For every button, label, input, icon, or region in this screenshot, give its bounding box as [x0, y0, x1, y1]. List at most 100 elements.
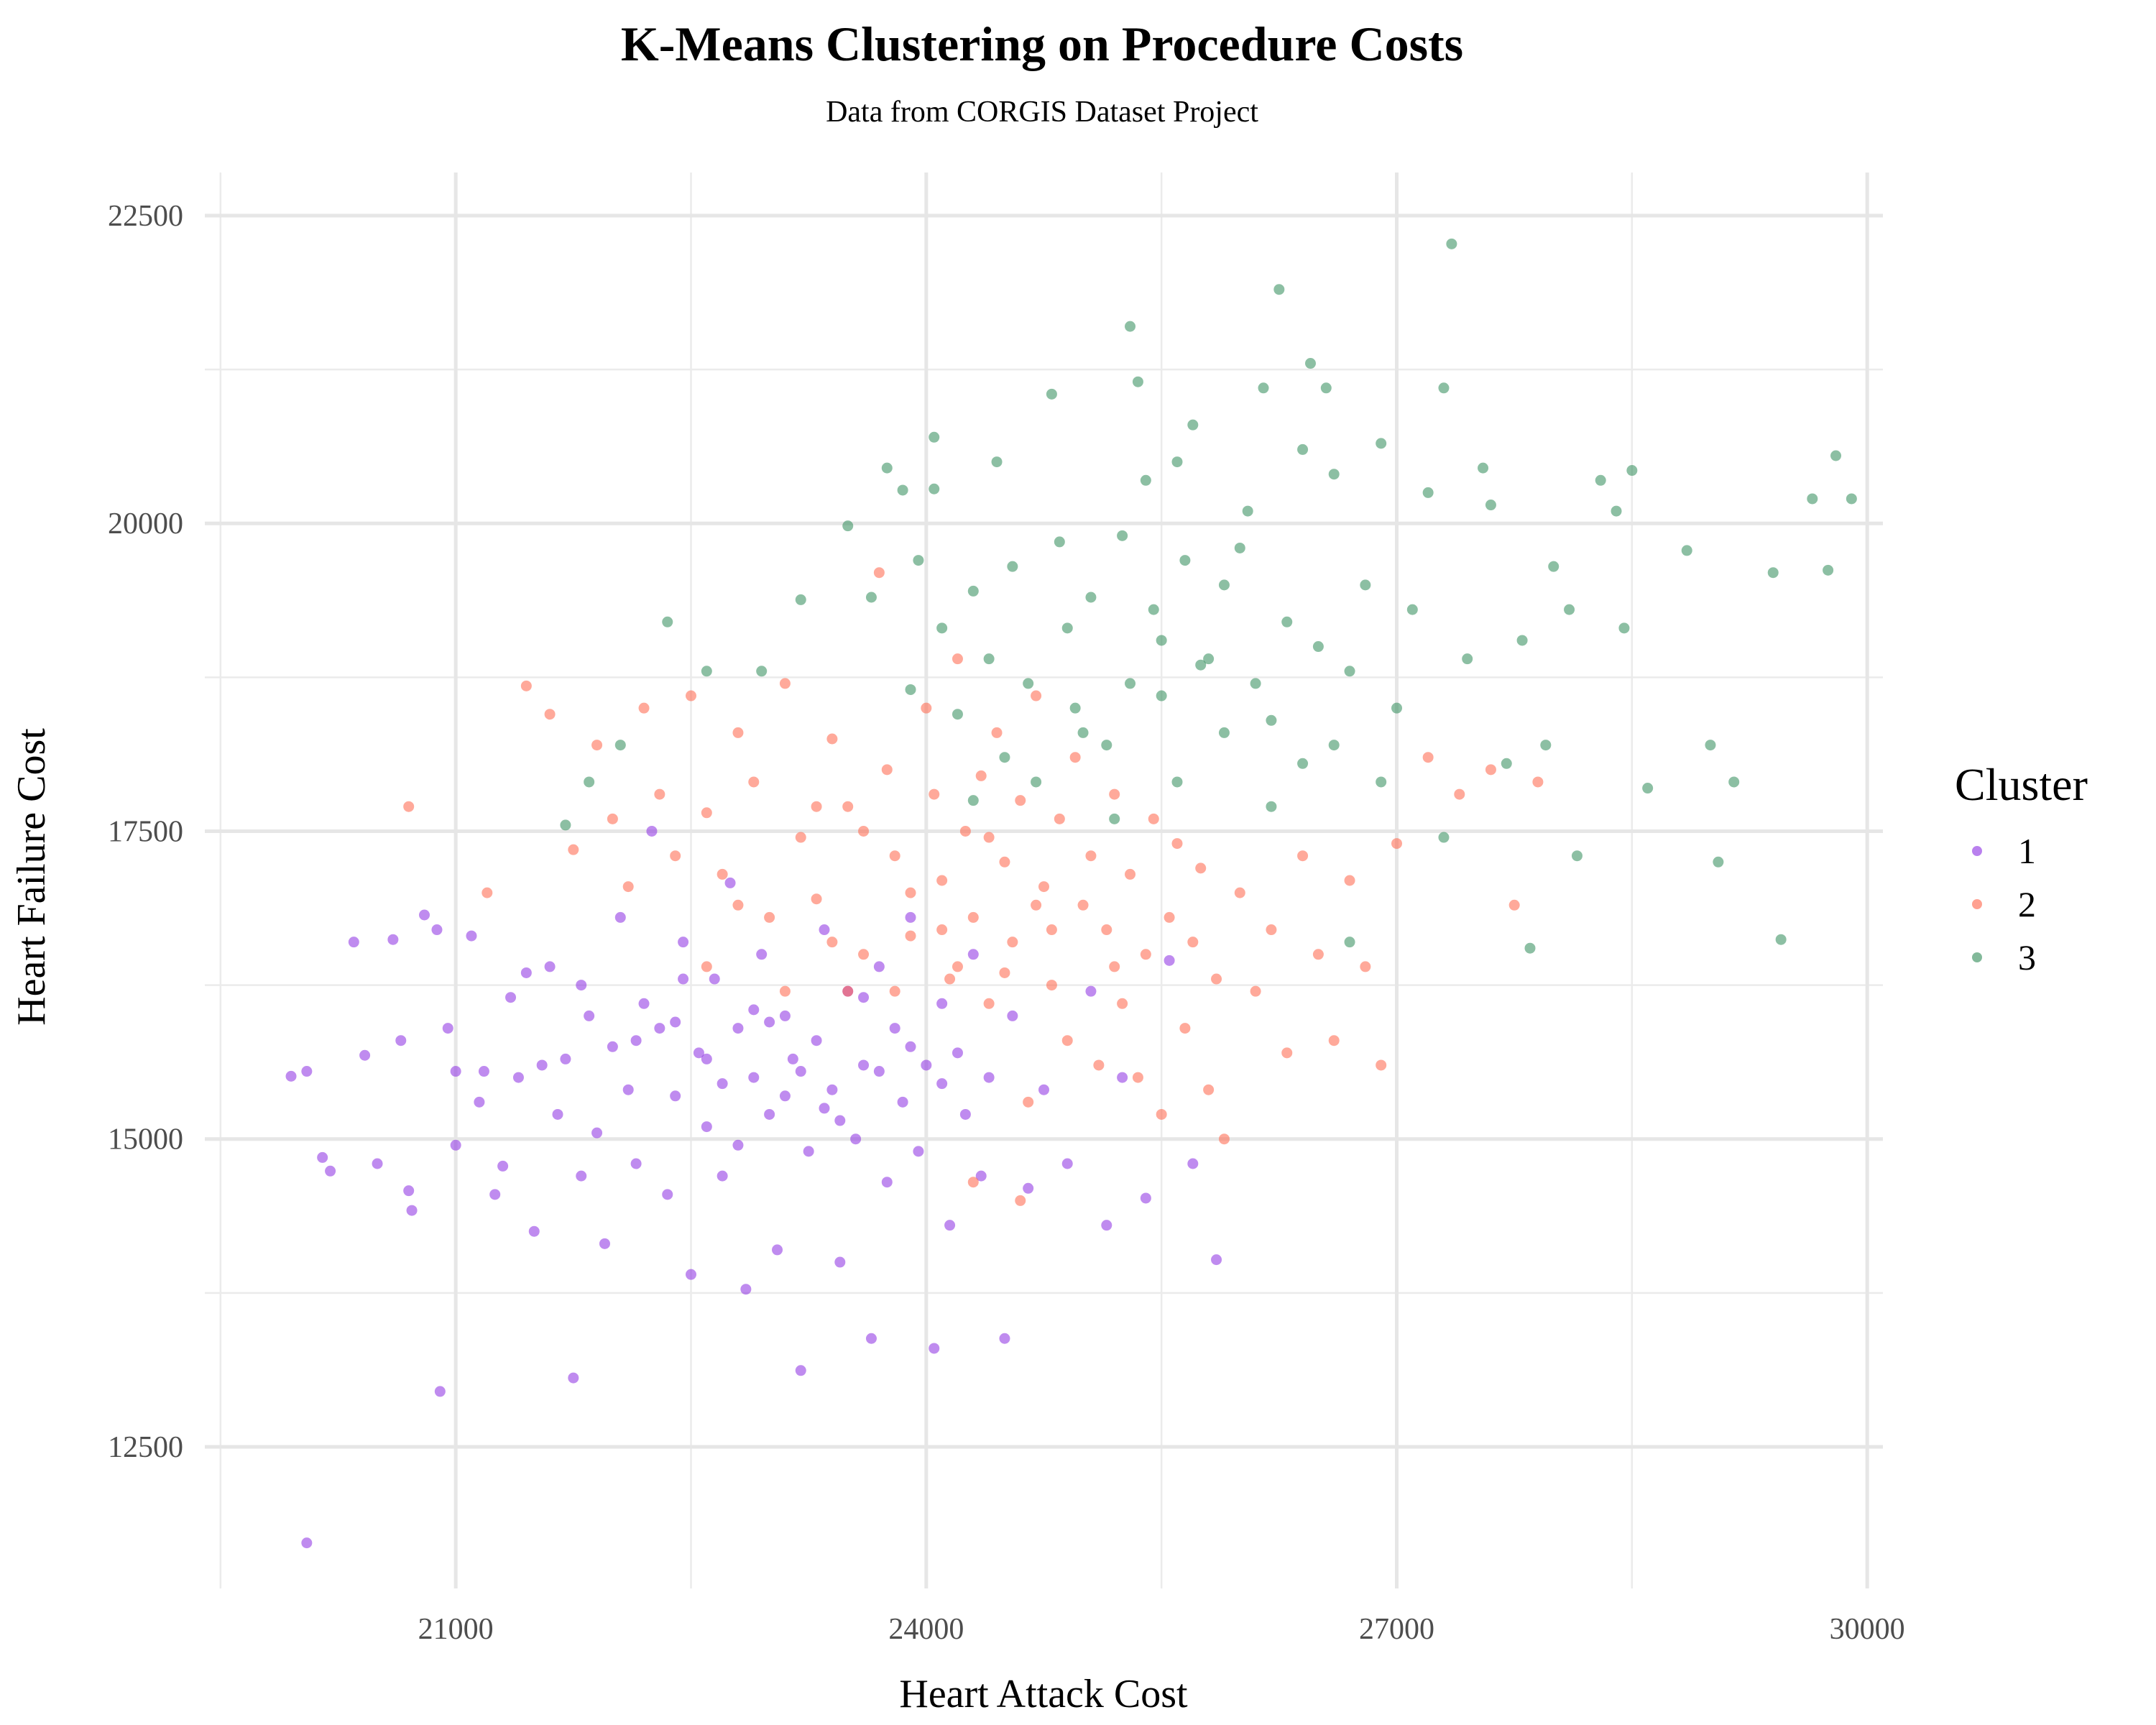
data-point-cluster-2 [952, 961, 963, 972]
data-point-cluster-3 [1728, 776, 1740, 788]
data-point-cluster-2 [1109, 961, 1120, 972]
data-point-cluster-1 [387, 934, 399, 945]
data-point-cluster-3 [1273, 284, 1285, 295]
data-point-cluster-3 [897, 484, 908, 496]
data-point-cluster-2 [842, 801, 854, 812]
data-point-cluster-2 [905, 930, 916, 942]
data-point-cluster-2 [1125, 868, 1136, 880]
data-point-cluster-2 [403, 801, 415, 812]
data-point-cluster-1 [936, 998, 948, 1009]
data-point-cluster-3 [1195, 659, 1207, 671]
x-tick-label: 27000 [1359, 1613, 1434, 1646]
data-point-cluster-3 [1297, 758, 1309, 769]
data-point-cluster-3 [1501, 758, 1512, 769]
data-point-cluster-1 [779, 1010, 791, 1021]
data-point-cluster-3 [1132, 376, 1143, 387]
data-point-cluster-1 [913, 1146, 924, 1157]
data-point-cluster-3 [1376, 438, 1387, 449]
data-point-cluster-2 [654, 788, 665, 800]
data-point-cluster-2 [764, 911, 775, 923]
data-point-cluster-1 [685, 1269, 696, 1280]
data-point-cluster-1 [359, 1049, 371, 1061]
data-point-cluster-1 [489, 1189, 501, 1200]
data-point-cluster-1 [779, 1090, 791, 1102]
data-point-cluster-1 [999, 1333, 1010, 1344]
data-point-cluster-3 [929, 431, 940, 443]
data-point-cluster-2 [732, 899, 744, 911]
data-point-cluster-1 [952, 1047, 963, 1059]
data-point-cluster-1 [1061, 1158, 1073, 1169]
data-point-cluster-3 [1109, 813, 1120, 824]
data-point-cluster-2 [1312, 949, 1324, 960]
data-point-cluster-2 [1328, 1035, 1340, 1046]
data-point-cluster-2 [748, 776, 760, 788]
legend-label: 2 [2018, 884, 2036, 924]
data-point-cluster-1 [450, 1139, 461, 1151]
data-point-cluster-3 [1618, 622, 1630, 634]
data-point-cluster-3 [1540, 740, 1552, 751]
data-point-cluster-3 [1234, 542, 1245, 553]
y-tick-label: 12500 [108, 1431, 183, 1464]
data-point-cluster-2 [1132, 1072, 1143, 1083]
data-point-cluster-3 [1117, 530, 1128, 541]
data-point-cluster-3 [1422, 487, 1434, 498]
data-point-cluster-1 [478, 1066, 489, 1077]
data-point-cluster-2 [1031, 899, 1042, 911]
x-tick-label: 21000 [418, 1613, 494, 1646]
data-point-cluster-3 [1046, 388, 1057, 400]
data-point-cluster-1 [654, 1023, 665, 1034]
data-point-cluster-3 [1218, 579, 1230, 591]
data-point-cluster-2 [905, 887, 916, 898]
legend-key-dot [1972, 899, 1982, 909]
data-point-cluster-2 [1046, 924, 1057, 936]
data-point-cluster-3 [1187, 419, 1199, 431]
data-point-cluster-2 [944, 973, 956, 985]
data-point-cluster-2 [983, 832, 995, 843]
data-point-cluster-2 [999, 967, 1010, 978]
data-point-cluster-2 [1061, 1035, 1073, 1046]
data-point-cluster-2 [873, 567, 885, 579]
data-point-cluster-1 [630, 1035, 642, 1046]
data-point-cluster-3 [1485, 500, 1496, 511]
data-point-cluster-3 [1156, 635, 1167, 646]
data-point-cluster-1 [897, 1096, 908, 1108]
data-point-cluster-1 [622, 1084, 634, 1095]
data-point-cluster-1 [317, 1151, 328, 1163]
data-point-cluster-1 [646, 825, 658, 837]
data-point-cluster-3 [1681, 545, 1692, 556]
data-point-cluster-1 [967, 949, 979, 960]
data-point-cluster-2 [779, 678, 791, 689]
data-point-cluster-2 [1532, 776, 1544, 788]
data-point-cluster-2 [811, 893, 822, 905]
data-point-cluster-2 [1211, 973, 1222, 985]
data-point-cluster-3 [662, 616, 673, 627]
data-point-cluster-1 [528, 1225, 540, 1237]
x-tick-label: 30000 [1830, 1613, 1905, 1646]
data-point-cluster-2 [1485, 764, 1496, 776]
data-point-cluster-1 [544, 961, 556, 972]
data-point-cluster-2 [1376, 1059, 1387, 1071]
data-point-cluster-1 [858, 992, 870, 1003]
data-point-cluster-1 [474, 1096, 485, 1108]
data-point-cluster-3 [1595, 474, 1606, 486]
tick-labels: 21000 24000 27000 30000 12500 15000 17500 20000… [108, 200, 1905, 1646]
data-point-cluster-1 [285, 1070, 297, 1082]
data-point-cluster-3 [1101, 740, 1112, 751]
data-point-cluster-2 [858, 949, 870, 960]
data-point-cluster-3 [983, 653, 995, 665]
data-point-cluster-3 [1360, 579, 1371, 591]
data-point-cluster-2 [1179, 1023, 1191, 1034]
data-point-cluster-2 [1297, 850, 1309, 862]
data-point-cluster-1 [929, 1343, 940, 1354]
data-point-cluster-3 [842, 520, 854, 532]
data-point-cluster-3 [1438, 382, 1450, 394]
data-point-cluster-2 [520, 680, 532, 691]
legend-title: Cluster [1955, 759, 2088, 810]
data-point-cluster-2 [1015, 795, 1026, 806]
data-point-cluster-1 [614, 911, 626, 923]
data-point-cluster-2 [1164, 911, 1175, 923]
data-point-cluster-2 [826, 937, 838, 948]
data-point-cluster-2 [1454, 788, 1465, 800]
data-point-cluster-3 [952, 709, 963, 720]
